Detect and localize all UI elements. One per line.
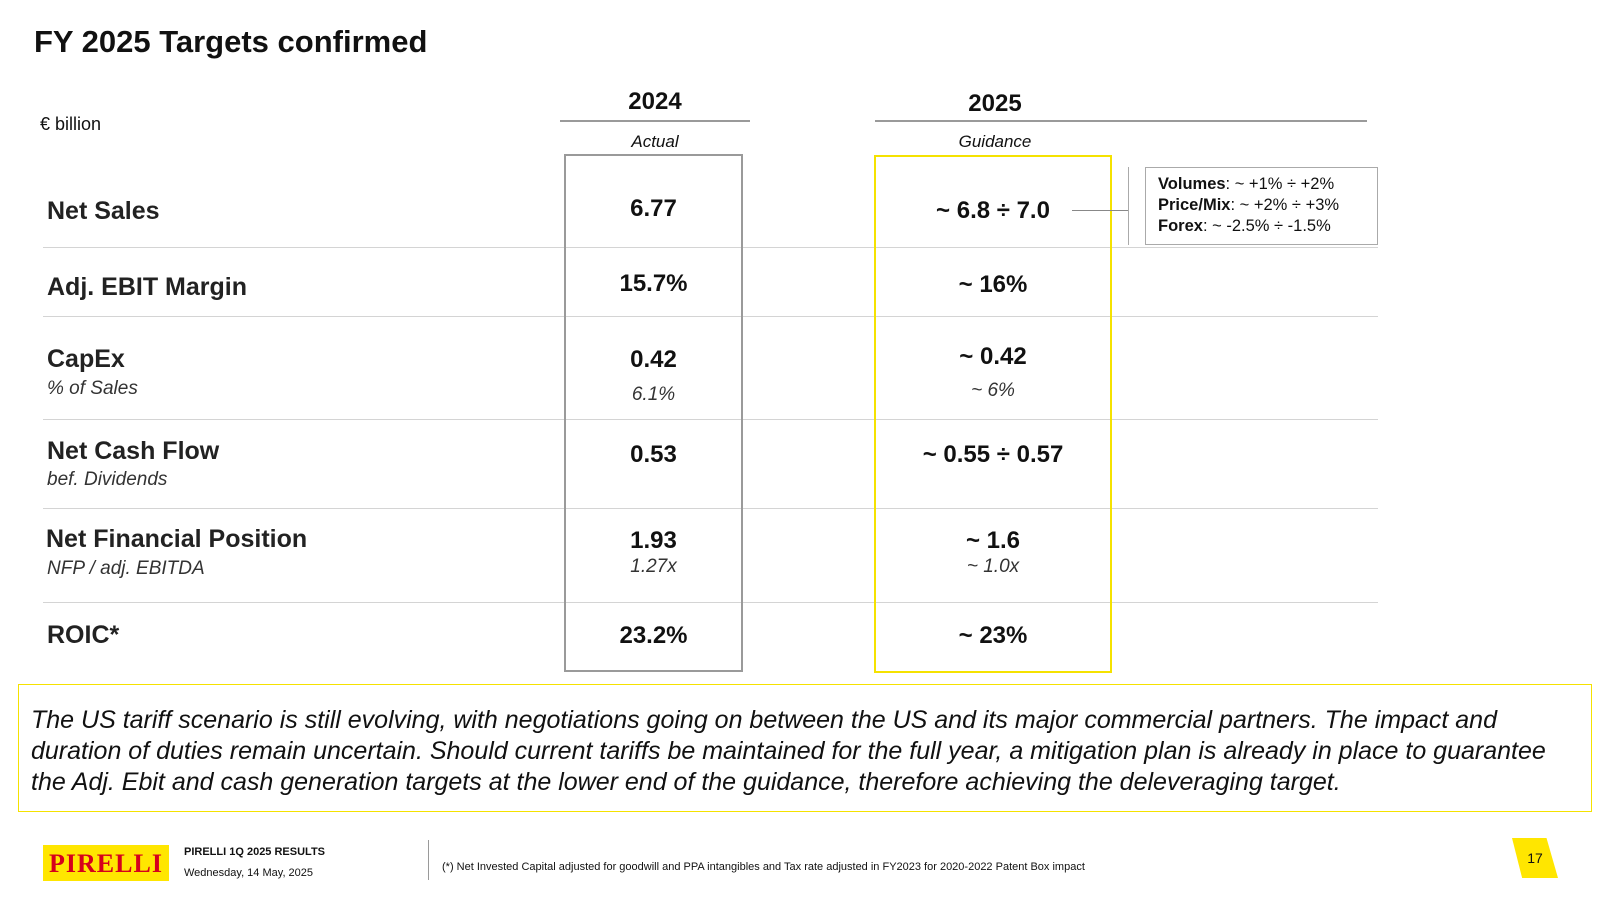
callout-leader-line [1072,210,1128,211]
tariff-disclaimer: The US tariff scenario is still evolving… [18,684,1592,812]
actual-net-cash-flow: 0.53 [630,441,677,468]
actual-header-rule [560,120,750,122]
guidance-column-frame [874,155,1112,673]
guidance-capex: ~ 0.42 [959,343,1027,370]
guidance-roic: ~ 23% [958,622,1028,649]
driver-forex: Forex: ~ -2.5% ÷ -1.5% [1158,217,1331,235]
row-sublabel-net-cash-flow: bef. Dividends [47,469,168,490]
footnote: (*) Net Invested Capital adjusted for go… [442,861,1085,873]
driver-volumes: Volumes: ~ +1% ÷ +2% [1158,175,1335,193]
guidance-adj-ebit-margin: ~ 16% [958,271,1028,298]
actual-adj-ebit-margin: 15.7% [619,270,688,297]
actual-net-sales: 6.77 [630,195,677,222]
callout-bracket [1128,167,1129,245]
page-title: FY 2025 Targets confirmed [34,24,428,59]
actual-subheader: Actual [631,132,679,151]
driver-price-mix: Price/Mix: ~ +2% ÷ +3% [1158,196,1340,214]
row-divider [43,316,1378,317]
row-label-net-financial-position: Net Financial Position [46,525,308,553]
guidance-net-financial-position: ~ 1.6 [965,527,1021,554]
row-divider [43,419,1378,420]
net-sales-drivers-box: Volumes: ~ +1% ÷ +2% Price/Mix: ~ +2% ÷ … [1145,167,1378,245]
logo-wordmark: PIRELLI [49,849,163,878]
guidance-year-header: 2025 [968,90,1022,117]
guidance-header-rule [875,120,1367,122]
guidance-net-sales: ~ 6.8 ÷ 7.0 [936,197,1050,224]
row-divider [43,508,1378,509]
row-label-net-cash-flow: Net Cash Flow [47,437,220,465]
row-label-adj-ebit-margin: Adj. EBIT Margin [47,273,247,301]
actual-year-header: 2024 [628,88,682,115]
actual-roic: 23.2% [619,622,688,649]
guidance-subheader: Guidance [958,132,1032,151]
row-label-roic: ROIC* [47,621,120,649]
actual-column-frame [564,154,743,672]
guidance-nfp-ebitda: ~ 1.0x [966,556,1020,577]
row-label-net-sales: Net Sales [47,197,160,225]
unit-label: € billion [40,114,102,134]
pirelli-logo: PIRELLI [43,845,169,881]
footer-divider [428,840,429,880]
presentation-date: Wednesday, 14 May, 2025 [184,867,314,879]
guidance-capex-pct: ~ 6% [971,380,1015,401]
row-divider [43,247,1378,248]
guidance-net-cash-flow: ~ 0.55 ÷ 0.57 [922,441,1064,468]
row-sublabel-capex: % of Sales [47,378,138,399]
row-divider [43,602,1378,603]
row-sublabel-net-financial-position: NFP / adj. EBITDA [47,558,205,579]
actual-capex: 0.42 [630,346,677,373]
actual-nfp-ebitda: 1.27x [630,556,677,577]
page-number: 17 [1527,850,1543,866]
row-label-capex: CapEx [47,345,125,373]
actual-capex-pct: 6.1% [631,384,676,405]
results-title: PIRELLI 1Q 2025 RESULTS [184,846,326,858]
actual-net-financial-position: 1.93 [630,527,677,554]
